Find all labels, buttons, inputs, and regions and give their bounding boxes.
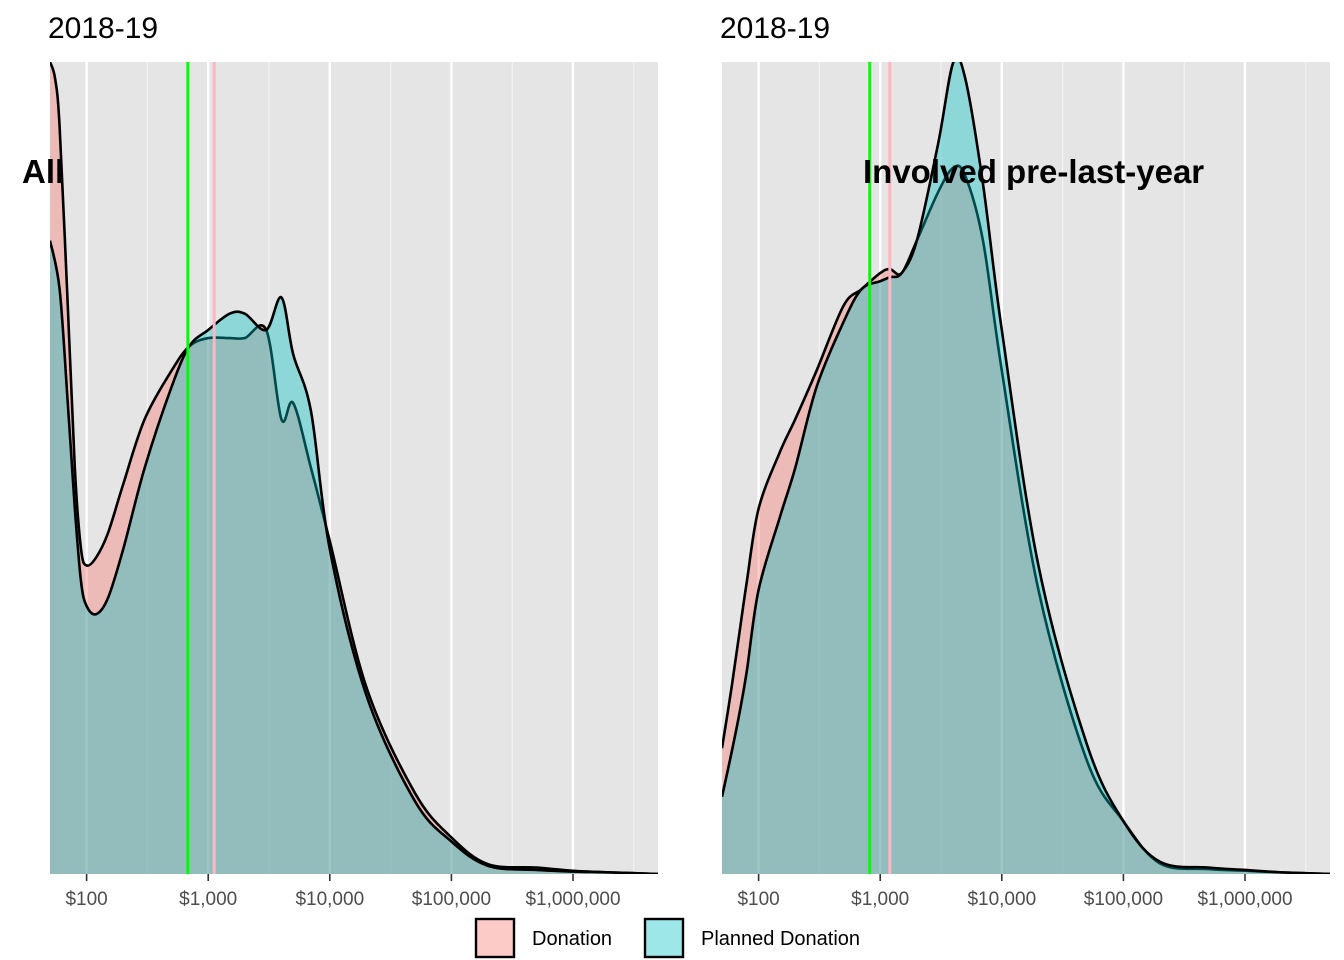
panel-annotation: Involved pre-last-year [863,153,1204,190]
panel-title: 2018-19 [48,12,158,45]
density-area-donation [50,62,658,874]
x-tick-label: $100,000 [1084,889,1163,910]
x-tick-label: $100 [737,889,779,910]
panel-background [50,62,658,874]
density-line-planned-donation [50,240,658,874]
x-tick-label: $1,000,000 [1197,889,1292,910]
density-area-planned-donation [722,62,1330,874]
density-area-planned-donation [50,240,658,874]
legend-label-donation: Donation [532,928,612,950]
panel-plot-area [50,62,658,874]
panel-title: 2018-19 [720,12,830,45]
density-line-planned-donation [722,62,1330,874]
x-tick-label: $100,000 [412,889,491,910]
x-tick-label: $10,000 [295,889,364,910]
panel-plot-area [722,62,1330,874]
x-tick-label: $100 [65,889,107,910]
legend: Donation Planned Donation [474,917,860,959]
panel-1: $100 $1,000 $10,000 $100,000 $1,000,000 2018-… [22,12,658,910]
x-tick-label: $1,000,000 [525,889,620,910]
legend-label-planned-donation: Planned Donation [701,928,860,950]
panel-background [722,62,1330,874]
density-line-donation [50,62,658,874]
x-tick-label: $1,000 [179,889,237,910]
panel-2: $100 $1,000 $10,000 $100,000 $1,000,000 2018-… [720,12,1330,910]
x-tick-label: $1,000 [851,889,909,910]
density-area-donation [722,165,1330,874]
legend-key-planned-donation [643,917,685,959]
panel-annotation: All [22,153,64,190]
legend-key-donation [474,917,516,959]
x-tick-label: $10,000 [967,889,1036,910]
